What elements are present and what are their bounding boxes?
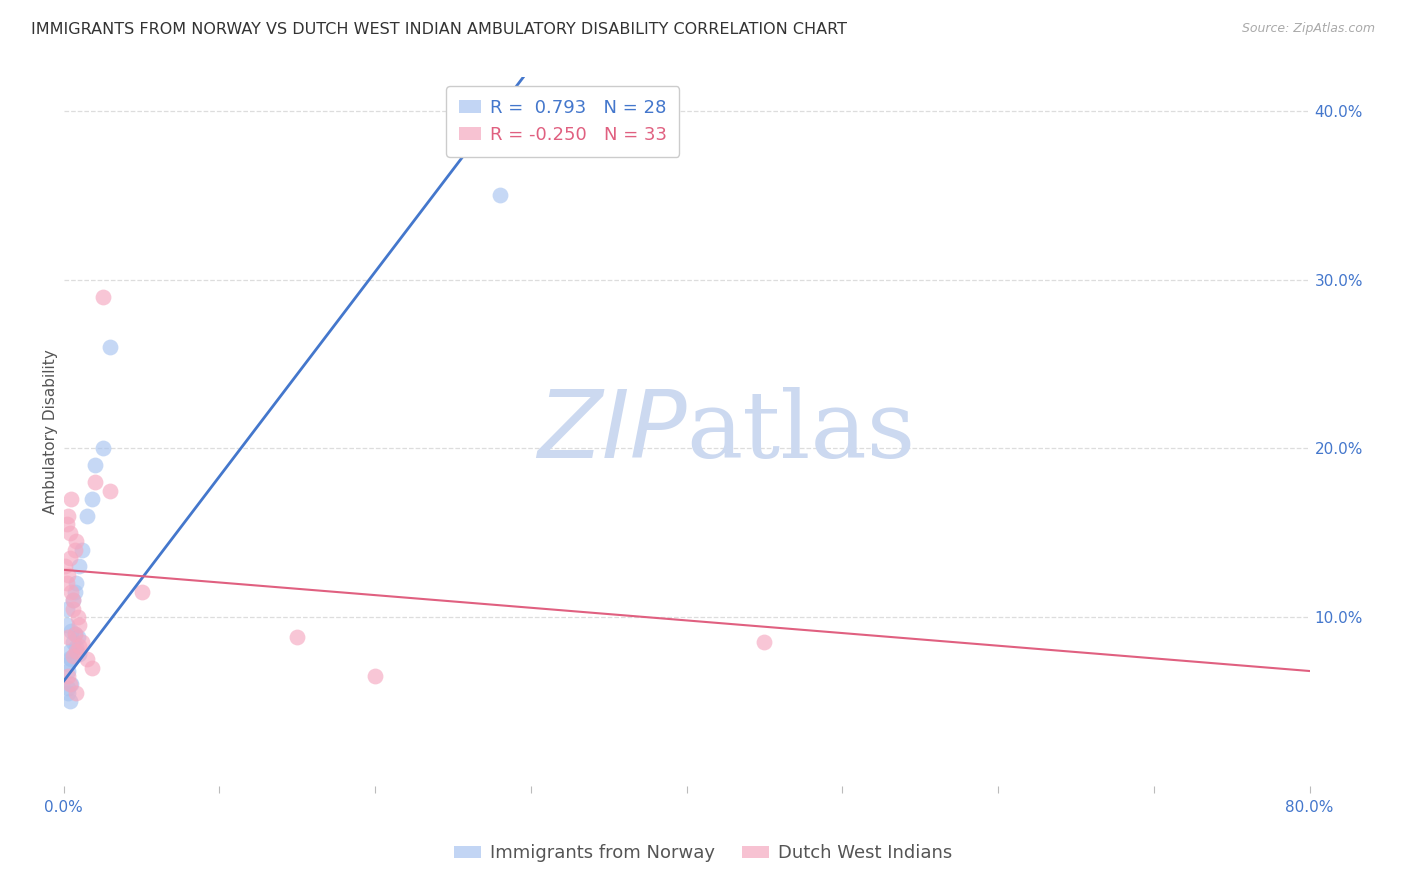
Point [58,630,80,644]
Point [76,508,98,523]
Point [56,601,79,615]
Point [60,677,83,691]
Point [80,660,103,674]
Point [67,647,90,661]
Point [72,542,94,557]
Point [59,644,82,658]
Point [63,584,86,599]
Point [60,584,83,599]
Point [53,559,76,574]
Point [67,639,90,653]
Point [80,491,103,506]
Point [66,630,89,644]
Point [100,340,122,354]
Point [76,652,98,666]
Point [65,576,87,591]
Point [58,669,80,683]
Point [754,635,776,649]
Point [58,657,80,672]
Point [58,681,80,695]
Point [60,624,83,638]
Point [59,551,82,566]
Point [66,610,89,624]
Legend: Immigrants from Norway, Dutch West Indians: Immigrants from Norway, Dutch West India… [447,838,959,870]
Point [285,630,308,644]
Point [62,635,84,649]
Point [59,677,82,691]
Point [131,584,153,599]
Point [56,618,79,632]
Point [91,442,114,456]
Point [62,601,84,615]
Point [65,644,87,658]
Point [62,593,84,607]
Point [59,650,82,665]
Point [58,664,80,678]
Point [59,525,82,540]
Point [91,290,114,304]
Point [67,618,90,632]
Point [62,648,84,663]
Y-axis label: Ambulatory Disability: Ambulatory Disability [44,349,58,514]
Text: atlas: atlas [686,386,915,476]
Point [60,652,83,666]
Point [65,534,87,549]
Point [67,559,90,574]
Point [63,542,86,557]
Point [58,567,80,582]
Text: Source: ZipAtlas.com: Source: ZipAtlas.com [1241,22,1375,36]
Point [83,475,105,490]
Text: ZIP: ZIP [537,386,686,477]
Point [488,188,510,202]
Point [58,508,80,523]
Point [63,627,86,641]
Point [60,491,83,506]
Point [63,627,86,641]
Point [65,686,87,700]
Point [100,483,122,498]
Point [62,593,84,607]
Point [56,576,79,591]
Point [72,635,94,649]
Point [83,458,105,473]
Point [65,640,87,655]
Text: IMMIGRANTS FROM NORWAY VS DUTCH WEST INDIAN AMBULATORY DISABILITY CORRELATION CH: IMMIGRANTS FROM NORWAY VS DUTCH WEST IND… [31,22,846,37]
Legend: R =  0.793   N = 28, R = -0.250   N = 33: R = 0.793 N = 28, R = -0.250 N = 33 [447,87,679,157]
Point [364,669,387,683]
Point [58,686,80,700]
Point [59,694,82,708]
Point [56,517,79,532]
